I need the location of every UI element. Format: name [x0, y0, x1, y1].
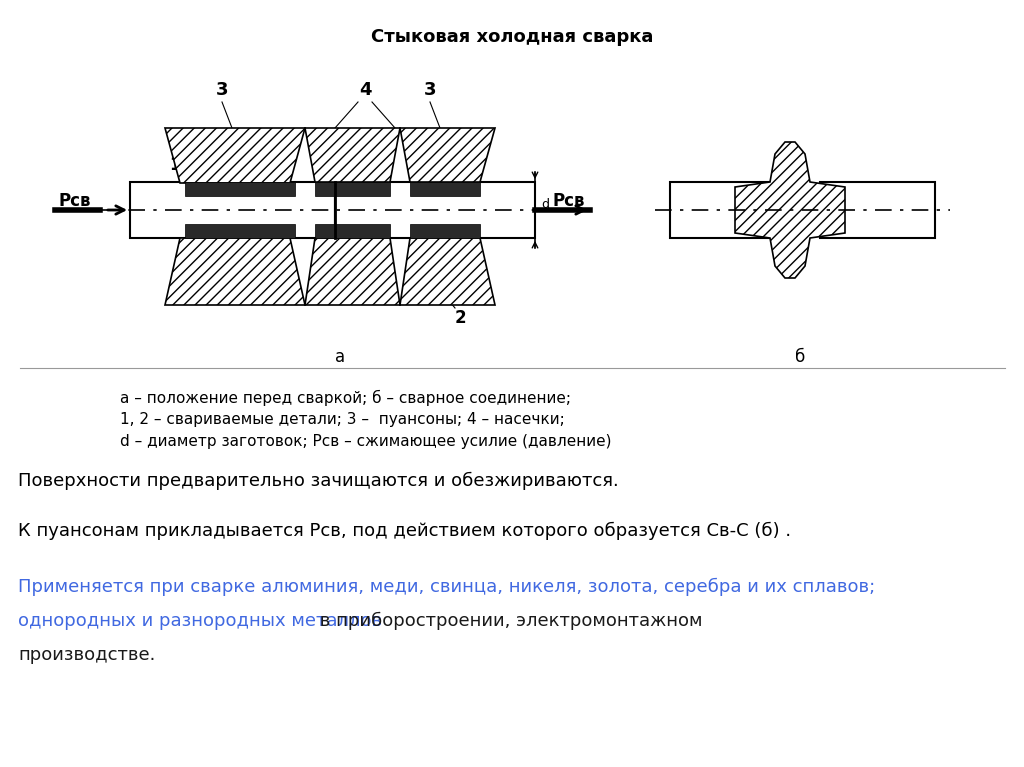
Polygon shape	[165, 238, 305, 305]
Text: производстве.: производстве.	[18, 646, 156, 664]
Polygon shape	[165, 128, 305, 183]
Text: a – положение перед сваркой; б – сварное соединение;: a – положение перед сваркой; б – сварное…	[120, 390, 571, 407]
Text: d – диаметр заготовок; Рсв – сжимающее усилие (давление): d – диаметр заготовок; Рсв – сжимающее у…	[120, 434, 611, 449]
Text: б: б	[795, 348, 805, 366]
Text: а: а	[335, 348, 345, 366]
Text: К пуансонам прикладывается Рсв, под действием которого образуется Св-С (б) .: К пуансонам прикладывается Рсв, под дейс…	[18, 522, 792, 540]
Polygon shape	[305, 128, 400, 182]
Text: 1, 2 – свариваемые детали; 3 –  пуансоны; 4 – насечки;: 1, 2 – свариваемые детали; 3 – пуансоны;…	[120, 412, 565, 427]
Bar	[820, 182, 935, 238]
Text: 1: 1	[169, 156, 181, 174]
Polygon shape	[400, 238, 495, 305]
Text: 2: 2	[455, 309, 466, 327]
Text: d: d	[541, 199, 549, 212]
Text: в приборостроении, электромонтажном: в приборостроении, электромонтажном	[314, 612, 702, 630]
Bar	[185, 182, 295, 196]
Bar	[335, 182, 535, 238]
Polygon shape	[305, 238, 400, 305]
Bar	[410, 182, 480, 196]
Text: 4: 4	[358, 81, 372, 99]
Bar	[315, 224, 390, 238]
Text: Поверхности предварительно зачищаются и обезжириваются.: Поверхности предварительно зачищаются и …	[18, 472, 618, 490]
Polygon shape	[400, 128, 495, 182]
Text: Рсв: Рсв	[58, 192, 90, 210]
Bar	[130, 182, 335, 238]
Bar	[315, 182, 390, 196]
Text: 3: 3	[216, 81, 228, 99]
Text: Рсв: Рсв	[552, 192, 585, 210]
Text: Стыковая холодная сварка: Стыковая холодная сварка	[371, 28, 653, 46]
Text: Применяется при сварке алюминия, меди, свинца, никеля, золота, серебра и их спла: Применяется при сварке алюминия, меди, с…	[18, 578, 876, 596]
Polygon shape	[735, 142, 845, 278]
Bar	[670, 182, 780, 238]
Text: 3: 3	[424, 81, 436, 99]
Text: однородных и разнородных металлов: однородных и разнородных металлов	[18, 612, 382, 630]
Bar	[185, 224, 295, 238]
Bar	[410, 224, 480, 238]
